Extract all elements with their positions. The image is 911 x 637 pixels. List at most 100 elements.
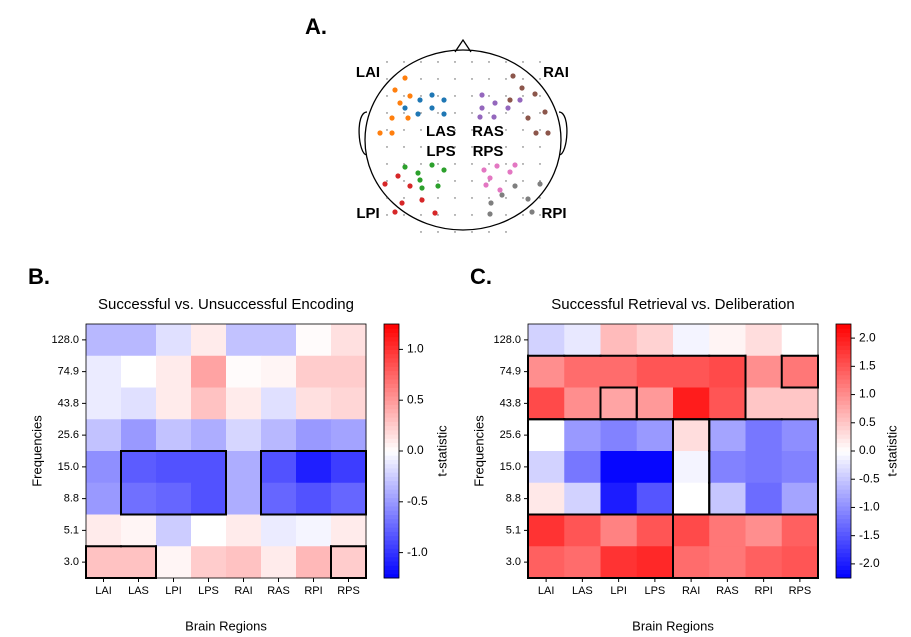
heatmap-cell [226, 482, 262, 515]
heatmap-cell [86, 451, 122, 484]
colorbar-segment [384, 400, 399, 405]
colorbar-segment [836, 510, 851, 515]
heatmap-cell [564, 482, 601, 515]
grid-electrode [454, 129, 456, 131]
grid-electrode [403, 129, 405, 131]
grid-electrode [437, 214, 439, 216]
grid-electrode [437, 78, 439, 80]
colorbar-segment [384, 565, 399, 571]
colorbar-segment [836, 455, 851, 460]
x-tick-label: RAS [716, 585, 739, 597]
heatmap-cell [528, 419, 565, 452]
colorbar-segment [384, 366, 399, 372]
grid-electrode [454, 146, 456, 148]
colorbar-segment [384, 518, 399, 524]
grid-electrode [522, 129, 524, 131]
heatmap-cell [86, 514, 122, 547]
heatmap-cell [600, 514, 638, 547]
grid-electrode [386, 214, 388, 216]
electrode [382, 181, 388, 187]
electrode [432, 210, 438, 216]
electrode [483, 182, 489, 188]
heatmap-cell [156, 387, 192, 420]
electrode [441, 97, 447, 103]
heatmap-cell [156, 514, 192, 547]
colorbar-segment [384, 421, 399, 427]
grid-electrode [505, 129, 507, 131]
head-outline [364, 49, 562, 231]
grid-electrode [454, 231, 456, 233]
grid-electrode [386, 197, 388, 199]
electrode [497, 187, 503, 193]
head-diagram [358, 38, 568, 231]
grid-electrode [471, 95, 473, 97]
colorbar-segment [836, 565, 851, 571]
heatmap-cell [121, 324, 157, 357]
electrode [517, 97, 523, 103]
electrode [512, 162, 518, 168]
colorbar-segment [836, 345, 851, 350]
x-tick-label: RPS [789, 585, 812, 597]
grid-electrode [471, 163, 473, 165]
heatmap-cell [781, 451, 819, 484]
electrode [389, 115, 395, 121]
heatmap-cell [745, 324, 783, 357]
electrode [533, 130, 539, 136]
heatmap-cell [121, 482, 157, 515]
heatmap-cell [781, 419, 819, 452]
heatmap-cell [528, 355, 565, 388]
x-tick-label: RPS [337, 585, 360, 597]
heatmap-cell [296, 419, 332, 452]
heatmap-cell [673, 419, 710, 452]
colorbar-segment [836, 522, 851, 528]
grid-electrode [505, 146, 507, 148]
heatmap-cell [673, 482, 710, 515]
heatmap-cell [261, 324, 297, 357]
electrode [402, 105, 408, 111]
grid-electrode [403, 214, 405, 216]
colorbar-segment [836, 370, 851, 376]
heatmap-cell [709, 355, 746, 388]
colorbar-segment [836, 548, 851, 554]
grid-electrode [505, 180, 507, 182]
grid-electrode [454, 112, 456, 114]
colorbar-segment [384, 442, 399, 448]
colorbar-segment [836, 340, 851, 346]
y-axis-title: Frequencies [29, 415, 44, 487]
heatmap-cell [226, 355, 262, 388]
colorbar-segment [384, 476, 399, 482]
electrode [488, 200, 494, 206]
heatmap-cell [781, 387, 819, 420]
grid-electrode [386, 112, 388, 114]
y-tick-label: 8.8 [64, 493, 79, 505]
electrode [481, 167, 487, 173]
electrode [441, 167, 447, 173]
colorbar-segment [384, 552, 399, 558]
heatmap-cell [528, 482, 565, 515]
grid-electrode [488, 231, 490, 233]
heatmap-cell [86, 355, 122, 388]
colorbar-tick-label: -2.0 [859, 556, 880, 570]
heatmap-cell [745, 355, 783, 388]
colorbar-segment [836, 535, 851, 541]
grid-electrode [505, 112, 507, 114]
x-tick-label: LPI [610, 585, 627, 597]
electrode [419, 197, 425, 203]
electrode [477, 114, 483, 120]
electrode [419, 185, 425, 191]
grid-electrode [437, 180, 439, 182]
grid-electrode [403, 112, 405, 114]
grid-electrode [488, 163, 490, 165]
grid-electrode [420, 146, 422, 148]
grid-electrode [522, 78, 524, 80]
left-ear [358, 111, 368, 156]
heatmap-cell [673, 387, 710, 420]
electrode [429, 92, 435, 98]
colorbar-segment [384, 387, 399, 393]
y-tick-label: 5.1 [506, 524, 521, 536]
colorbar-segment [836, 446, 851, 452]
colorbar-segment [836, 374, 851, 380]
electrode [519, 85, 525, 91]
region-label: RPS [473, 143, 504, 160]
grid-electrode [437, 231, 439, 233]
